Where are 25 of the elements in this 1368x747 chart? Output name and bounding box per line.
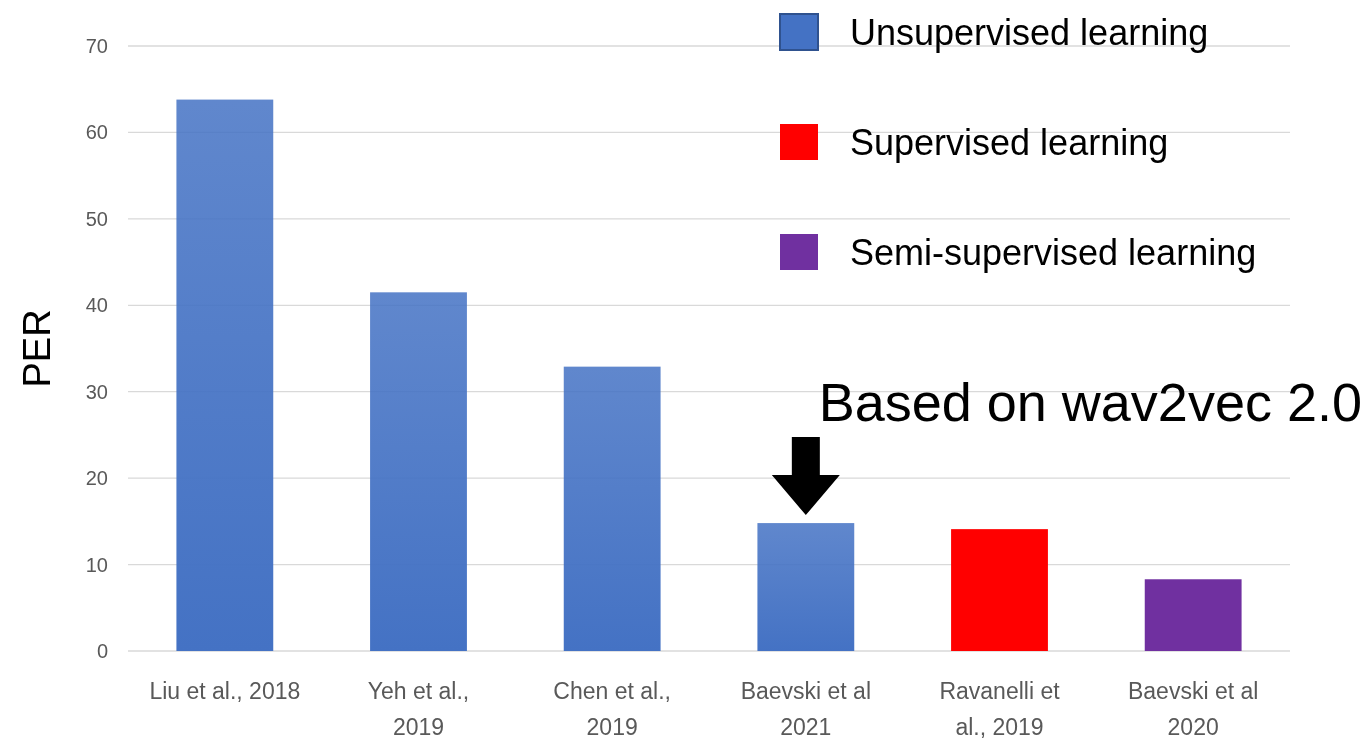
y-tick-label: 0 [96, 640, 108, 662]
bar [176, 99, 274, 651]
bar [757, 523, 855, 651]
x-tick-label: Liu et al., 2018 [149, 678, 301, 704]
y-tick-label: 20 [85, 467, 108, 490]
legend-label: Unsupervised learning [850, 11, 1209, 53]
y-tick-label: 30 [85, 380, 108, 403]
bar [370, 292, 467, 651]
x-tick-label: Baevski et al 2020 [1127, 678, 1259, 740]
legend-label: Semi-supervised learning [850, 231, 1257, 273]
bar [1144, 579, 1242, 651]
y-tick-label: 10 [85, 553, 108, 576]
y-tick-label: 50 [85, 207, 108, 230]
bar [563, 366, 661, 651]
x-tick-label: Baevski et al 2021 [740, 678, 872, 740]
y-tick-label: 60 [85, 121, 108, 144]
legend-label: Supervised learning [850, 121, 1169, 163]
y-axis-title: PER [16, 309, 58, 388]
y-tick-label: 40 [85, 294, 108, 317]
annotation: Based on wav2vec 2.0 [818, 372, 1362, 433]
bar [951, 529, 1048, 651]
y-tick-label: 70 [85, 35, 108, 57]
x-tick-label: Chen et al., 2019 [553, 678, 671, 740]
x-tick-label: Yeh et al., 2019 [367, 678, 470, 740]
x-tick-label: Ravanelli et al., 2019 [939, 678, 1061, 740]
